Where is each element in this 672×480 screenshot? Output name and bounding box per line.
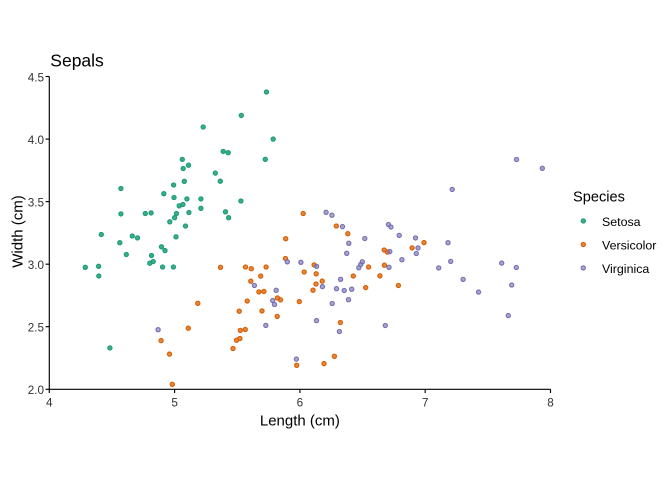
svg-text:Setosa: Setosa — [602, 215, 641, 229]
svg-text:4.0: 4.0 — [28, 134, 45, 147]
svg-text:2.5: 2.5 — [28, 322, 45, 335]
svg-text:7: 7 — [422, 397, 429, 410]
svg-text:Sepals: Sepals — [50, 50, 104, 70]
svg-text:8: 8 — [547, 397, 554, 410]
svg-text:Versicolor: Versicolor — [602, 239, 656, 253]
svg-text:2.0: 2.0 — [28, 384, 45, 397]
svg-text:3.5: 3.5 — [28, 196, 45, 209]
svg-text:3.0: 3.0 — [28, 259, 45, 272]
svg-text:4: 4 — [46, 397, 53, 410]
svg-text:Virginica: Virginica — [602, 262, 649, 276]
svg-text:4.5: 4.5 — [28, 71, 45, 84]
svg-text:5: 5 — [171, 397, 178, 410]
svg-text:Length (cm): Length (cm) — [260, 412, 340, 429]
svg-text:6: 6 — [297, 397, 304, 410]
svg-text:Species: Species — [573, 190, 625, 206]
svg-text:Width (cm): Width (cm) — [10, 195, 27, 268]
